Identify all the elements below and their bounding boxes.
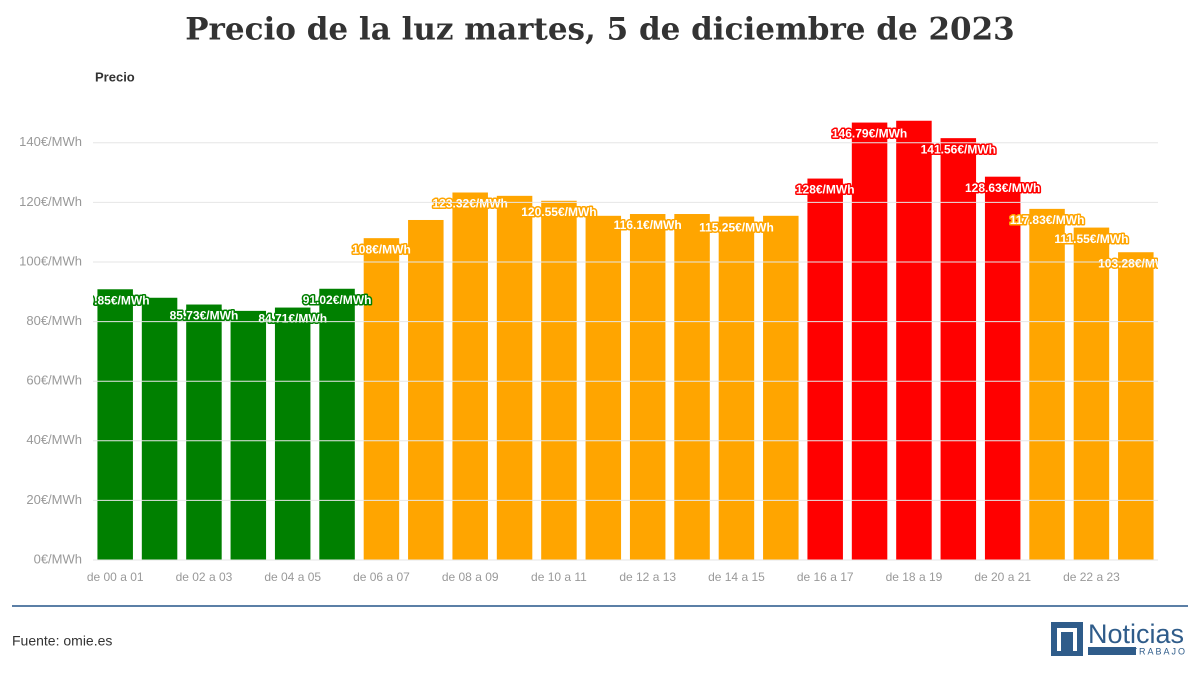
bar (851, 122, 888, 561)
value-label: 123.32€/MWh (433, 197, 508, 211)
value-label: 91.02€/MWh (303, 293, 372, 307)
bar (452, 192, 488, 560)
bar (1118, 252, 1154, 561)
y-tick-label: 20€/MWh (26, 492, 82, 507)
bar (97, 289, 133, 560)
bar (984, 176, 1021, 560)
y-tick-label: 80€/MWh (26, 313, 82, 328)
bar (363, 238, 400, 560)
logo-sub: TRABAJO (1131, 646, 1187, 656)
y-axis-title: Precio (95, 69, 135, 84)
bar (763, 215, 799, 560)
x-tick-label: de 02 a 03 (176, 570, 233, 584)
x-tick-label: de 12 a 13 (619, 570, 676, 584)
bar (896, 120, 932, 561)
bar (674, 214, 710, 560)
logo-n (1057, 628, 1077, 651)
x-tick-label: de 20 a 21 (974, 570, 1031, 584)
bar (1029, 208, 1065, 561)
value-label: 146.79€/MWh (832, 127, 907, 141)
value-label: 84.71€/MWh (258, 312, 327, 326)
value-label: 141.56€/MWh (921, 142, 996, 156)
bar (319, 288, 355, 560)
logo-bar (1088, 647, 1136, 655)
x-tick-label: de 06 a 07 (353, 570, 410, 584)
y-tick-label: 100€/MWh (19, 253, 82, 268)
x-tick-label: de 08 a 09 (442, 570, 499, 584)
bar (1073, 227, 1110, 560)
value-label: 128€/MWh (796, 183, 855, 197)
bar (807, 178, 843, 560)
value-label: 116.1€/MWh (614, 218, 682, 232)
x-tick-label: de 04 a 05 (264, 570, 321, 584)
y-tick-label: 40€/MWh (26, 432, 82, 447)
y-tick-label: 140€/MWh (19, 134, 82, 149)
value-label: 120.55€/MWh (521, 205, 596, 219)
x-tick-label: de 00 a 01 (87, 570, 144, 584)
logo: Noticias TRABAJO (1051, 619, 1187, 656)
value-label: 111.55€/MWh (1054, 232, 1128, 246)
source: Fuente: omie.es (12, 633, 112, 649)
value-label: 108€/MWh (352, 242, 411, 256)
x-tick-label: de 16 a 17 (797, 570, 854, 584)
bar (496, 195, 533, 560)
bar (629, 214, 666, 560)
value-label: 117.83€/MWh (1010, 213, 1085, 227)
bar (274, 307, 311, 560)
y-tick-label: 120€/MWh (19, 194, 82, 209)
value-label: 85.73€/MWh (170, 309, 239, 323)
x-tick-label: de 14 a 15 (708, 570, 765, 584)
bar (408, 219, 444, 560)
y-tick-label: 60€/MWh (26, 373, 82, 388)
plot-area: 90.85€/MWh 85.73€/MWh 84.71€/MWh 91.02€/MWh… (81, 120, 1173, 561)
logo-name: Noticias (1088, 619, 1184, 649)
bar (940, 138, 977, 561)
x-tick-label: de 10 a 11 (531, 570, 587, 584)
chart-title: Precio de la luz martes, 5 de diciembre … (185, 12, 1015, 48)
value-label: 90.85€/MWh (81, 293, 150, 307)
bar (541, 200, 577, 561)
bar (141, 297, 178, 560)
value-label: 128.63€/MWh (965, 181, 1040, 195)
logo-mark (1051, 622, 1083, 656)
y-tick-label: 0€/MWh (34, 551, 82, 566)
bar (186, 304, 222, 560)
bar (230, 310, 267, 560)
bar (585, 215, 622, 560)
value-label: 115.25€/MWh (699, 221, 774, 235)
value-label: 103.28€/MWh (1098, 256, 1173, 270)
bar (718, 216, 755, 560)
x-tick-label: de 18 a 19 (886, 570, 943, 584)
x-tick-label: de 22 a 23 (1063, 570, 1120, 584)
